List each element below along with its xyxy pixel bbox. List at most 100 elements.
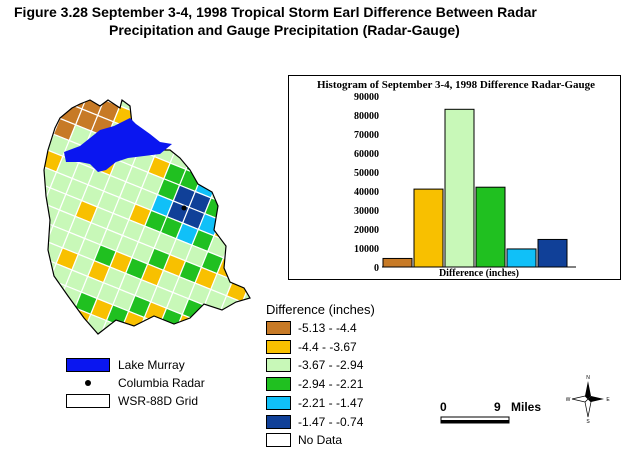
figure-title: Figure 3.28 September 3-4, 1998 Tropical…	[14, 3, 537, 39]
map-grid-cell	[16, 121, 38, 143]
map-grid-cell	[252, 125, 270, 147]
legend-grid-row: WSR-88D Grid	[66, 393, 198, 409]
map-grid-cell	[188, 100, 213, 123]
legend-title: Difference (inches)	[266, 302, 375, 317]
legend-swatch	[266, 339, 291, 354]
legend-label: -1.47 - -0.74	[298, 414, 364, 429]
y-tick-label: 80000	[354, 111, 379, 122]
map-grid-cell	[238, 156, 250, 180]
legend-item: -3.67 - -2.94	[266, 357, 363, 373]
y-tick-label: 50000	[354, 168, 379, 179]
map-grid-cell	[150, 102, 175, 126]
map-grid-cell	[197, 121, 222, 146]
map-grid-cell	[226, 100, 250, 120]
map-grid-cell	[248, 178, 250, 203]
map-grid-cell	[244, 231, 250, 256]
map-grid-cell	[213, 310, 237, 334]
histogram-bar	[382, 257, 413, 268]
map-grid-cell	[44, 104, 45, 129]
map-grid-cell	[9, 137, 31, 159]
legend-swatch	[266, 377, 291, 392]
map-grid-cell	[244, 323, 250, 334]
map-grid-cell	[213, 127, 238, 152]
map-grid-cell	[241, 194, 250, 218]
histogram-bar	[537, 238, 568, 268]
map-grid-cell	[175, 130, 200, 155]
county-map	[9, 84, 270, 335]
compass-w: W	[566, 397, 571, 403]
legend-item: -1.47 - -0.74	[266, 414, 363, 430]
map-grid-cell	[248, 100, 250, 111]
legend-label: -5.13 - -4.4	[298, 321, 357, 335]
map-grid-cell	[191, 137, 216, 161]
legend-label: -2.94 - -2.21	[298, 377, 364, 392]
columbia-radar-marker	[181, 205, 187, 211]
map-grid-cell	[19, 159, 41, 181]
map-grid-cell	[252, 217, 270, 239]
map-grid-cell	[232, 171, 250, 196]
scale-bar-graphic	[440, 416, 510, 424]
map-grid-cell	[229, 134, 250, 158]
map-grid-cell	[12, 267, 34, 289]
map-grid-cell	[182, 114, 206, 139]
grid-label: WSR-88D Grid	[118, 394, 199, 408]
map-grid-cell	[44, 100, 52, 113]
map-grid-cell	[44, 332, 64, 334]
legend-swatch	[266, 358, 291, 373]
legend-label: -4.4 - -3.67	[298, 339, 357, 354]
map-grid-cell	[15, 305, 37, 327]
legend-label: -2.21 - -1.47	[298, 395, 364, 410]
y-tick-label: 30000	[354, 206, 379, 217]
map-grid-cell	[12, 175, 34, 197]
title-line-1: Figure 3.28 September 3-4, 1998 Tropical…	[14, 4, 537, 20]
legend-item: -2.21 - -1.47	[266, 395, 363, 411]
legend-swatch	[266, 321, 291, 335]
map-grid-cell	[229, 225, 250, 250]
map-grid-cell	[44, 310, 54, 334]
lake-label: Lake Murray	[118, 358, 185, 372]
map-grid-cell	[207, 143, 231, 168]
map-grid-cell	[44, 272, 51, 296]
map-grid-cell	[190, 320, 215, 334]
scale-end: 9	[494, 400, 501, 414]
legend-swatch	[266, 395, 291, 410]
map-grid-cell	[228, 317, 250, 334]
map-grid-cell	[44, 325, 48, 334]
map-grid-cell	[49, 100, 74, 104]
map-grid-cell	[168, 329, 193, 334]
map-grid-cell	[166, 108, 191, 133]
map-grid-cell	[220, 111, 244, 136]
scale-start: 0	[440, 400, 447, 414]
map-grid-cell	[219, 203, 244, 228]
legend-item: -5.13 - -4.4	[266, 320, 357, 336]
legend-label: -3.67 - -2.94	[298, 358, 364, 373]
histogram-panel: Histogram of September 3-4, 1998 Differe…	[288, 75, 621, 280]
map-grid-cell	[194, 100, 219, 108]
map-grid-cell	[15, 213, 37, 235]
map-grid-cell	[238, 247, 250, 272]
radar-icon	[66, 376, 110, 390]
map-grid-cell	[115, 326, 139, 334]
map-grid-cell	[223, 149, 247, 174]
map-grid-cell	[13, 84, 35, 106]
map-grid-cell	[242, 102, 250, 127]
scale-unit: Miles	[511, 400, 542, 414]
lake-swatch	[66, 358, 110, 372]
histogram-bar	[444, 108, 475, 268]
histogram-bar	[475, 186, 506, 268]
legend-item: No Data	[266, 432, 342, 448]
map-grid-cell	[247, 269, 250, 294]
map-grid-cell	[235, 209, 250, 234]
map-grid-cell	[134, 100, 159, 120]
y-tick-label: 90000	[354, 92, 379, 103]
map-grid-cell	[216, 165, 241, 190]
map-grid-cell	[172, 100, 197, 117]
compass-s: S	[586, 419, 590, 424]
map-grid-cell	[232, 100, 250, 105]
map-grid-cell	[44, 234, 48, 259]
map-grid-cell	[44, 142, 48, 167]
legend-swatch	[266, 433, 291, 448]
compass-e: E	[606, 397, 610, 403]
map-grid-cell	[222, 332, 247, 334]
map-grid-cell	[52, 300, 76, 325]
